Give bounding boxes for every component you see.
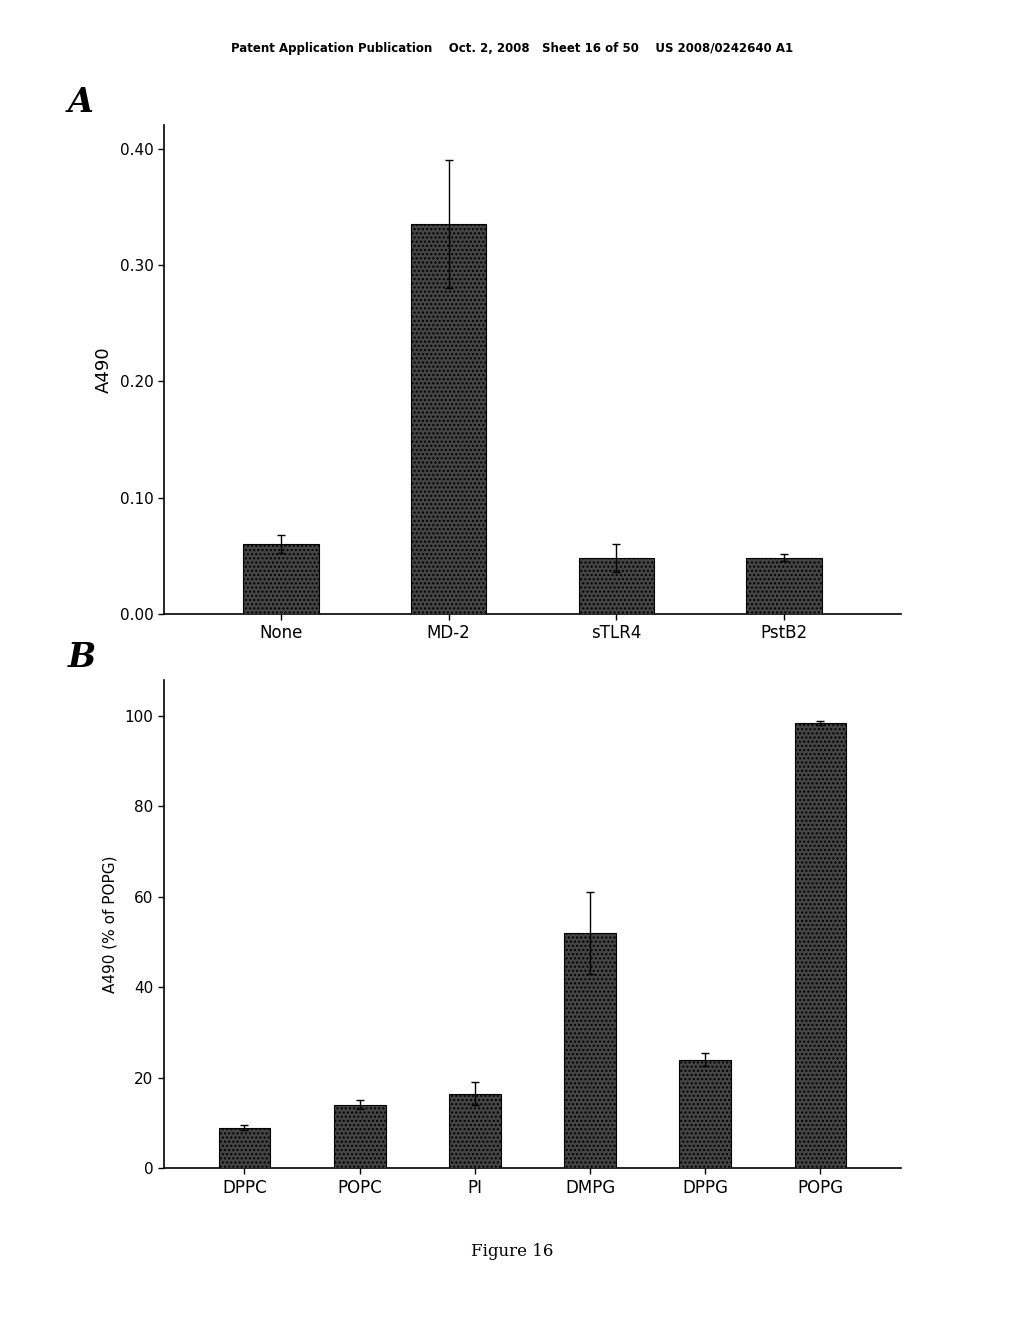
Bar bbox=[795, 723, 847, 1168]
Bar bbox=[244, 544, 318, 614]
Y-axis label: A490: A490 bbox=[94, 346, 113, 393]
Bar bbox=[679, 1060, 731, 1168]
Y-axis label: A490 (% of POPG): A490 (% of POPG) bbox=[102, 855, 118, 993]
Text: Figure 16: Figure 16 bbox=[471, 1243, 553, 1261]
Text: Patent Application Publication    Oct. 2, 2008   Sheet 16 of 50    US 2008/02426: Patent Application Publication Oct. 2, 2… bbox=[231, 42, 793, 55]
Bar bbox=[411, 224, 486, 614]
Text: B: B bbox=[68, 640, 96, 673]
Bar bbox=[218, 1127, 270, 1168]
Bar bbox=[579, 558, 654, 614]
Bar bbox=[334, 1105, 386, 1168]
Text: A: A bbox=[68, 86, 94, 119]
Bar bbox=[564, 933, 616, 1168]
Bar bbox=[449, 1093, 501, 1168]
Bar bbox=[746, 558, 821, 614]
